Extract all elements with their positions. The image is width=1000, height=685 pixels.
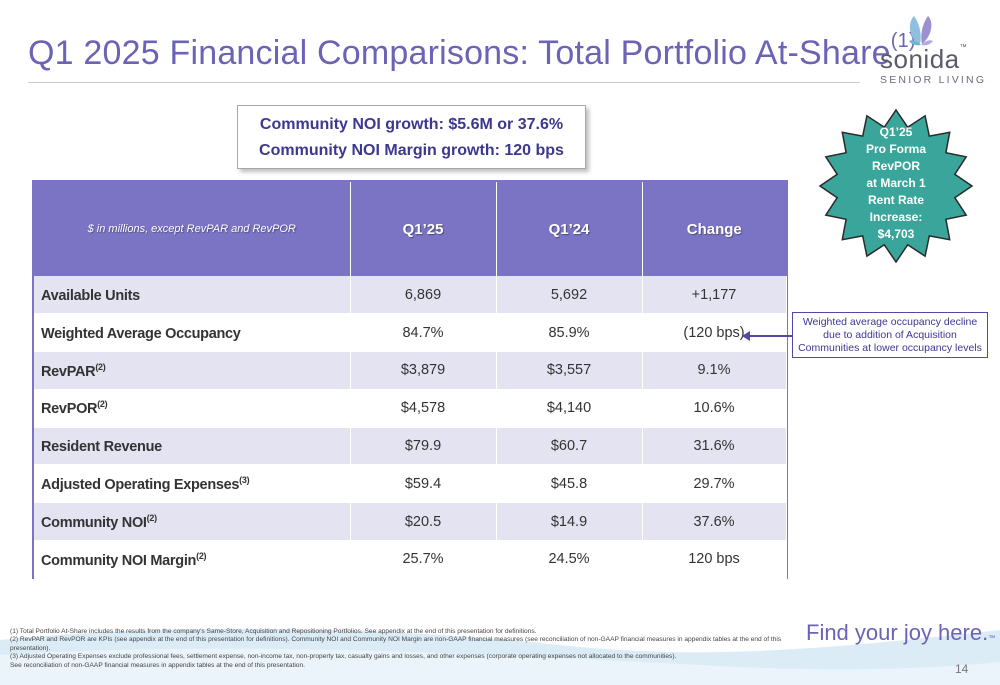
cell-q125: 25.7% <box>350 540 497 579</box>
column-header-q125: Q1’25 <box>350 182 497 276</box>
table-row: Resident Revenue $79.9 $60.7 31.6% <box>34 427 787 466</box>
cell-q125: $59.4 <box>350 464 497 504</box>
starburst-line: $4,703 <box>877 227 915 241</box>
table-row: RevPOR(2) $4,578 $4,140 10.6% <box>34 389 787 428</box>
cell-q125: 6,869 <box>350 276 497 315</box>
footnote-2: (2) RevPAR and RevPOR are KPIs (see appe… <box>10 636 782 652</box>
cell-q124: 85.9% <box>496 313 643 353</box>
annotation-arrow-line <box>748 335 792 337</box>
footnote-1: (1) Total Portfolio At-Share includes th… <box>10 628 537 635</box>
cell-q125: $3,879 <box>350 351 497 390</box>
table-row: Adjusted Operating Expenses(3) $59.4 $45… <box>34 464 787 504</box>
table-row: Community NOI(2) $20.5 $14.9 37.6% <box>34 502 787 542</box>
cell-change: 9.1% <box>642 351 787 390</box>
starburst-text: Q1’25 Pro Forma RevPOR at March 1 Rent R… <box>818 124 974 243</box>
row-label: Available Units <box>34 276 351 315</box>
company-logo: sonida™ SENIOR LIVING <box>868 14 984 94</box>
cell-q124: 24.5% <box>496 540 643 579</box>
cell-q124: $4,140 <box>496 389 643 428</box>
noi-growth-callout: Community NOI growth: $5.6M or 37.6% Com… <box>237 105 586 169</box>
occupancy-annotation: Weighted average occupancy decline due t… <box>792 312 988 358</box>
table-row: Community NOI Margin(2) 25.7% 24.5% 120 … <box>34 540 787 579</box>
cell-q124: $45.8 <box>496 464 643 504</box>
footnotes: (1) Total Portfolio At-Share includes th… <box>10 628 790 670</box>
logo-wordmark: sonida™ <box>880 44 968 74</box>
cell-q125: $4,578 <box>350 389 497 428</box>
footnote-3: (3) Adjusted Operating Expenses exclude … <box>10 653 677 661</box>
footnote-4: See reconciliation of non-GAAP financial… <box>10 661 305 669</box>
cell-change: (120 bps) <box>642 313 787 353</box>
starburst-line: Rent Rate <box>867 193 924 207</box>
cell-change: 29.7% <box>642 464 787 504</box>
title-divider <box>28 82 860 83</box>
table-header-row: $ in millions, except RevPAR and RevPOR … <box>34 182 786 276</box>
cell-change: 37.6% <box>642 502 787 542</box>
row-label: Community NOI(2) <box>34 502 351 542</box>
starburst-line: Increase: <box>869 210 923 224</box>
page-title-footnote-ref: (1) <box>890 30 916 52</box>
arrow-left-icon <box>742 331 750 341</box>
logo-subtitle: SENIOR LIVING <box>880 74 987 86</box>
table-row: Weighted Average Occupancy 84.7% 85.9% (… <box>34 313 787 353</box>
footer-wave-decoration <box>0 628 1000 685</box>
starburst-line: at March 1 <box>866 176 926 190</box>
cell-q125: 84.7% <box>350 313 497 353</box>
brand-tagline: Find your joy here.™ <box>806 620 996 645</box>
starburst-line: RevPOR <box>871 159 921 173</box>
cell-q124: 5,692 <box>496 276 643 315</box>
cell-change: 10.6% <box>642 389 787 428</box>
page-title: Q1 2025 Financial Comparisons: Total Por… <box>28 30 916 73</box>
starburst-line: Q1’25 <box>879 125 913 139</box>
cell-q124: $3,557 <box>496 351 643 390</box>
row-label: Community NOI Margin(2) <box>34 540 351 579</box>
table-row: Available Units 6,869 5,692 +1,177 <box>34 276 787 315</box>
revpor-starburst-badge <box>818 108 974 264</box>
units-label: $ in millions, except RevPAR and RevPOR <box>34 182 351 276</box>
column-header-q124: Q1’24 <box>496 182 643 276</box>
callout-line-noi-growth: Community NOI growth: $5.6M or 37.6% <box>259 116 564 133</box>
cell-change: 31.6% <box>642 427 787 466</box>
starburst-line: Pro Forma <box>865 142 926 156</box>
row-label: RevPOR(2) <box>34 389 351 428</box>
table-row: RevPAR(2) $3,879 $3,557 9.1% <box>34 351 787 390</box>
row-label: Weighted Average Occupancy <box>34 313 351 353</box>
comparison-table: $ in millions, except RevPAR and RevPOR … <box>34 182 787 579</box>
row-label: Adjusted Operating Expenses(3) <box>34 464 351 504</box>
cell-q124: $14.9 <box>496 502 643 542</box>
cell-q125: $79.9 <box>350 427 497 466</box>
row-label: RevPAR(2) <box>34 351 351 390</box>
cell-change: +1,177 <box>642 276 787 315</box>
cell-change: 120 bps <box>642 540 787 579</box>
row-label: Resident Revenue <box>34 427 351 466</box>
cell-q124: $60.7 <box>496 427 643 466</box>
page-title-text: Q1 2025 Financial Comparisons: Total Por… <box>28 34 891 72</box>
page-number: 14 <box>955 662 969 676</box>
butterfly-icon <box>909 16 933 46</box>
column-header-change: Change <box>686 220 742 238</box>
cell-q125: $20.5 <box>350 502 497 542</box>
financial-comparison-table: $ in millions, except RevPAR and RevPOR … <box>32 180 788 579</box>
callout-line-margin-growth: Community NOI Margin growth: 120 bps <box>259 142 564 159</box>
